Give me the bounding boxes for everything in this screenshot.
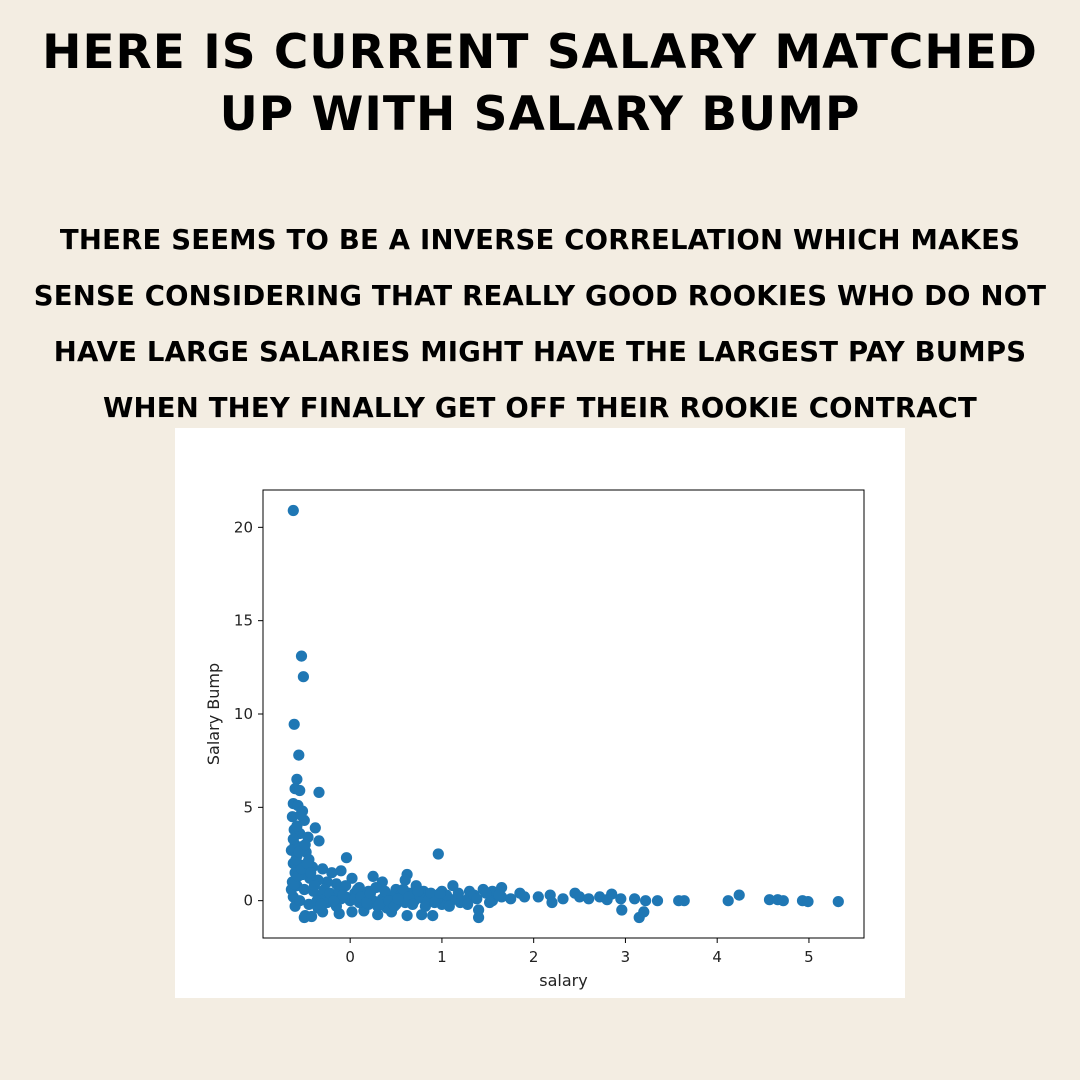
scatter-point [291, 773, 303, 785]
scatter-point [616, 904, 628, 916]
scatter-point [763, 894, 776, 906]
scatter-point [295, 650, 308, 662]
scatter-point [315, 898, 327, 910]
scatter-point [309, 822, 321, 834]
scatter-point [340, 852, 353, 864]
scatter-point [361, 896, 373, 909]
scatter-point [462, 898, 474, 910]
scatter-point [399, 874, 411, 886]
x-tick-label: 5 [804, 948, 814, 966]
scatter-point [313, 835, 325, 847]
scatter-point [370, 882, 382, 894]
scatter-point [295, 809, 307, 821]
scatter-point [471, 893, 483, 905]
scatter-point [722, 895, 734, 907]
scatter-point [557, 893, 569, 905]
scatter-point [308, 880, 320, 892]
x-tick-label: 1 [437, 948, 447, 966]
scatter-point [615, 893, 627, 905]
scatter-point [294, 784, 306, 797]
scatter-point [313, 786, 325, 798]
scatter-point [293, 749, 305, 761]
scatter-point [326, 867, 338, 879]
scatter-point [640, 895, 652, 907]
scatter-point [287, 833, 299, 845]
page-subtitle: There seems to be a inverse correlation … [33, 224, 1047, 424]
scatter-point [293, 846, 305, 858]
scatter-point [346, 906, 358, 918]
scatter-point [606, 888, 618, 900]
scatter-point [546, 896, 558, 909]
y-tick-label: 0 [243, 892, 253, 910]
scatter-point [297, 671, 309, 683]
scatter-point [473, 904, 485, 916]
scatter-point [518, 891, 531, 903]
y-tick-label: 15 [234, 612, 253, 630]
scatter-point [802, 896, 814, 908]
scatter-point [452, 887, 464, 899]
scatter-point [298, 883, 310, 896]
scatter-point [583, 893, 595, 905]
scatter-point [301, 857, 313, 869]
scatter-point [432, 848, 444, 860]
plot-frame [262, 489, 865, 939]
scatter-point [832, 896, 844, 908]
scatter-point [532, 891, 544, 903]
page-title: Here is current salary matched up with s… [42, 25, 1038, 142]
scatter-point [443, 900, 455, 912]
scatter-point [733, 889, 745, 901]
scatter-point [317, 863, 329, 875]
scatter-point [419, 900, 431, 912]
x-tick-label: 4 [712, 948, 722, 966]
scatter-point [651, 895, 664, 907]
y-axis-label: Salary Bump [204, 663, 223, 765]
y-ticks: 0 5 10 15 20 [234, 518, 263, 910]
scatter-point [484, 896, 496, 909]
scatter-point [287, 504, 299, 517]
scatter-point [337, 889, 349, 901]
scatter-point [306, 910, 318, 923]
scatter-point [505, 893, 517, 905]
points-layer [285, 504, 844, 924]
scatter-point [305, 867, 317, 879]
scatter-point [299, 839, 311, 851]
scatter-point [367, 870, 379, 882]
scatter-point [493, 889, 505, 901]
scatter-point [372, 909, 384, 921]
y-tick-label: 20 [234, 518, 253, 536]
scatter-point [412, 885, 424, 897]
scatter-point [288, 718, 300, 730]
x-tick-label: 0 [345, 948, 355, 966]
x-tick-label: 3 [621, 948, 631, 966]
scatter-point [480, 887, 492, 899]
scatter-point [291, 820, 303, 832]
scatter-point [777, 895, 789, 907]
scatter-point [429, 896, 441, 909]
scatter-point [392, 893, 404, 905]
scatter-point [379, 885, 391, 897]
scatter-point [574, 891, 586, 903]
scatter-point [629, 893, 641, 905]
scatter-point [425, 887, 437, 899]
chart-panel: 0 1 2 3 4 5 0 5 10 15 20 salary Salary Bump [175, 428, 905, 998]
scatter-point [427, 910, 439, 922]
scatter-point [678, 895, 690, 907]
y-tick-label: 10 [234, 705, 253, 723]
x-axis-label: salary [539, 971, 587, 990]
scatter-point [346, 872, 358, 884]
x-ticks: 0 1 2 3 4 5 [345, 938, 814, 966]
scatter-point [294, 895, 306, 907]
scatter-point [407, 898, 419, 910]
x-tick-label: 2 [529, 948, 539, 966]
scatter-point [328, 895, 340, 907]
scatter-point [373, 898, 386, 910]
y-tick-label: 5 [243, 798, 253, 816]
scatter-chart: 0 1 2 3 4 5 0 5 10 15 20 salary Salary Bump [204, 489, 865, 990]
scatter-point [434, 887, 446, 899]
scatter-point [638, 906, 650, 918]
scatter-point [416, 909, 428, 921]
scatter-point [335, 865, 347, 877]
scatter-point [401, 910, 413, 922]
